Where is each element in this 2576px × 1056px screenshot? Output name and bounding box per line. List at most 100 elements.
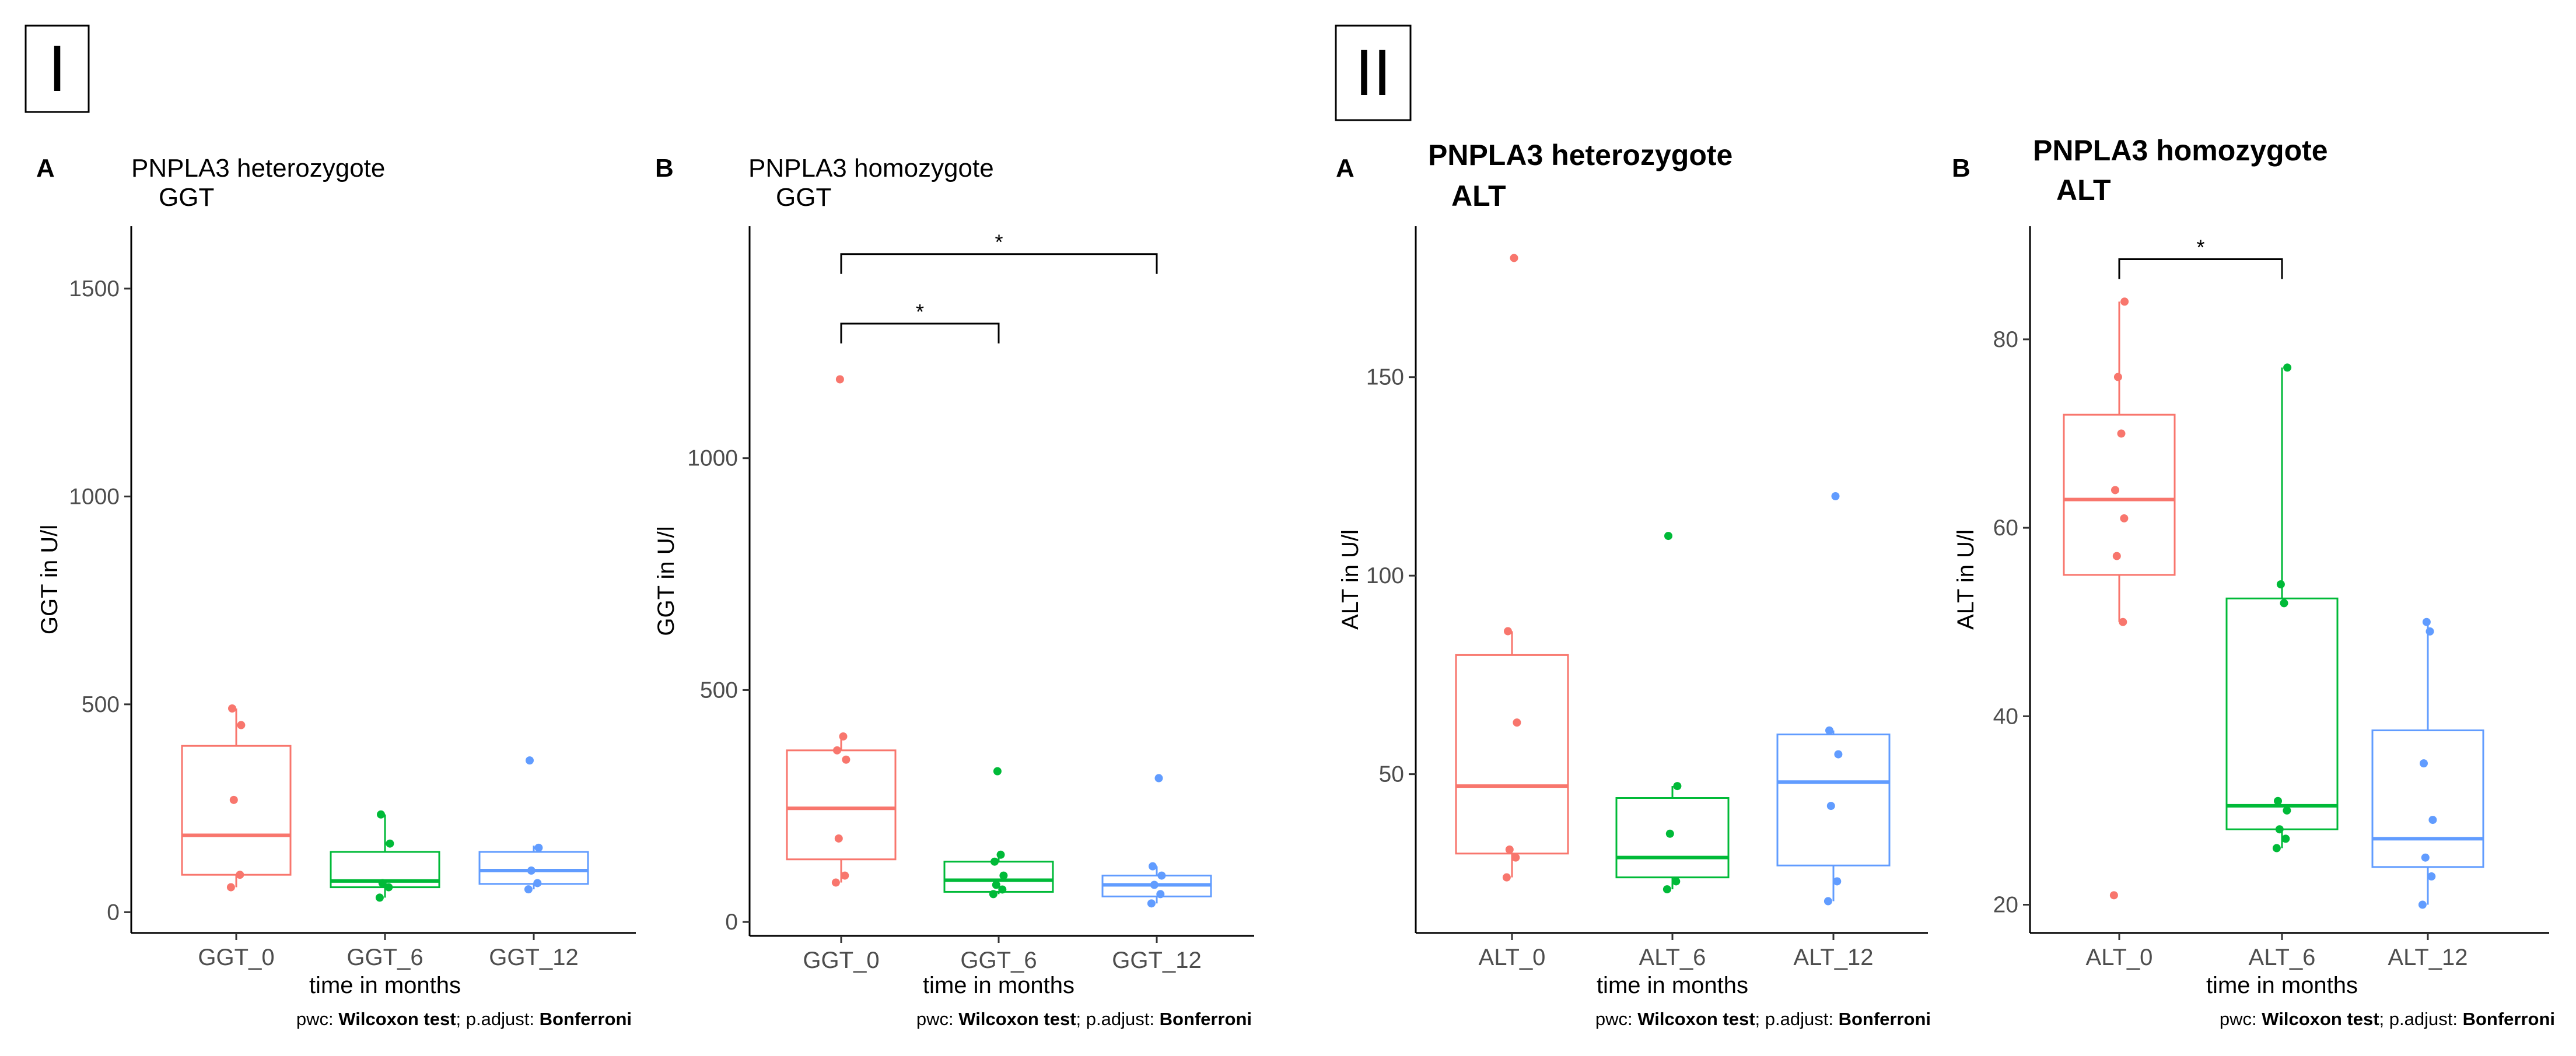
y-tick-label: 1000	[69, 484, 120, 509]
chart-panel-II-B: B PNPLA3 homozygote ALT 20 40 60 80 ALT_0 ALT_6 A…	[1952, 134, 2555, 1029]
chart-subtitle: GGT	[159, 183, 214, 212]
chart-panel-II-A: A PNPLA3 heterozygote ALT 50 100 150 ALT_0 ALT_…	[1336, 139, 1931, 1029]
box-ALT_0	[2063, 297, 2176, 900]
y-tick-label: 20	[1993, 893, 2018, 918]
data-point	[1505, 845, 1514, 854]
chart-title: PNPLA3 heterozygote	[131, 154, 385, 183]
data-point	[1154, 774, 1163, 783]
y-tick-label: 500	[700, 678, 738, 703]
data-point	[833, 746, 841, 755]
x-category-label: ALT_12	[2388, 945, 2468, 970]
y-axis-title: ALT in U/l	[1338, 529, 1363, 630]
data-point	[2283, 806, 2291, 815]
data-point	[236, 871, 244, 879]
y-tick-label: 60	[1993, 515, 2018, 541]
data-point	[835, 375, 844, 384]
caption-prefix: pwc:	[916, 1009, 958, 1029]
box-iqr	[2371, 729, 2484, 868]
data-point	[839, 732, 848, 741]
test-caption: pwc: Wilcoxon test; p.adjust: Bonferroni	[296, 1009, 632, 1029]
data-point	[1149, 862, 1157, 871]
data-point	[229, 795, 238, 804]
data-point	[991, 857, 999, 866]
y-tick-label: 1000	[687, 446, 738, 471]
data-point	[2274, 797, 2282, 805]
group-label-II: II	[1355, 36, 1391, 109]
data-point	[992, 880, 1000, 889]
data-point	[2280, 599, 2288, 608]
caption-mid: ; p.adjust:	[1076, 1009, 1160, 1029]
caption-adjust: Bonferroni	[540, 1009, 632, 1029]
x-axis-title: time in months	[309, 973, 461, 998]
box-iqr	[1776, 734, 1891, 866]
data-point	[2119, 618, 2127, 626]
caption-prefix: pwc:	[1595, 1009, 1637, 1029]
box-iqr	[786, 749, 897, 861]
data-point	[993, 767, 1002, 776]
box-GGT_12	[478, 756, 589, 894]
data-point	[1504, 627, 1512, 636]
data-point	[2281, 834, 2290, 843]
significance-label: *	[995, 230, 1003, 254]
data-point	[1150, 880, 1158, 889]
data-point	[1673, 782, 1682, 791]
x-category-label: ALT_0	[1479, 945, 1546, 970]
chart-subtitle: ALT	[2056, 174, 2110, 206]
box-GGT_0	[181, 704, 292, 892]
group-box-I	[24, 24, 90, 113]
caption-mid: ; p.adjust:	[2379, 1009, 2463, 1029]
y-tick-label: 500	[82, 692, 120, 717]
data-point	[841, 871, 849, 880]
data-point	[996, 850, 1005, 859]
significance-bracket	[2118, 258, 2283, 279]
y-tick-label: 0	[725, 910, 738, 935]
data-point	[2422, 618, 2431, 626]
data-point	[2120, 297, 2129, 306]
charts: A PNPLA3 heterozygoteGGT050010001500GGT_0…	[36, 134, 2555, 1029]
x-category-label: ALT_12	[1793, 945, 1873, 970]
data-point	[378, 879, 387, 887]
y-tick-label: 40	[1993, 704, 2018, 729]
significance-label: *	[2196, 236, 2204, 259]
data-point	[831, 878, 840, 887]
data-point	[2421, 853, 2430, 862]
data-point	[2276, 580, 2285, 589]
data-point	[989, 890, 998, 899]
caption-mid: ; p.adjust:	[456, 1009, 540, 1029]
box-ALT_6	[1615, 532, 1730, 894]
data-point	[2420, 759, 2428, 768]
x-category-label: GGT_0	[198, 945, 274, 970]
caption-test: Wilcoxon test	[338, 1009, 456, 1029]
test-caption: pwc: Wilcoxon test; p.adjust: Bonferroni	[2220, 1009, 2555, 1029]
data-point	[1826, 802, 1835, 811]
data-point	[1511, 853, 1520, 862]
data-point	[2112, 552, 2121, 560]
data-point	[1513, 718, 1521, 727]
data-point	[2428, 816, 2437, 825]
data-point	[1664, 532, 1672, 541]
data-point	[1147, 899, 1156, 908]
box-GGT_6	[943, 767, 1054, 899]
y-axis-title: ALT in U/l	[1953, 529, 1979, 630]
caption-test: Wilcoxon test	[958, 1009, 1076, 1029]
box-GGT_0	[786, 375, 897, 887]
data-point	[1156, 890, 1165, 899]
data-point	[1834, 750, 1843, 759]
caption-adjust: Bonferroni	[1839, 1009, 1931, 1029]
y-tick-label: 1500	[69, 276, 120, 301]
data-point	[2272, 844, 2281, 852]
box-iqr	[181, 745, 292, 876]
box-iqr	[1455, 654, 1569, 855]
x-category-label: ALT_6	[2249, 945, 2316, 970]
data-point	[524, 885, 533, 894]
data-point	[384, 883, 393, 892]
y-axis-title: GGT in U/l	[37, 525, 62, 634]
data-point	[834, 834, 843, 843]
significance-label: *	[916, 300, 924, 324]
x-category-label: GGT_6	[346, 945, 423, 970]
data-point	[228, 704, 236, 713]
box-ALT_12	[1776, 492, 1891, 906]
